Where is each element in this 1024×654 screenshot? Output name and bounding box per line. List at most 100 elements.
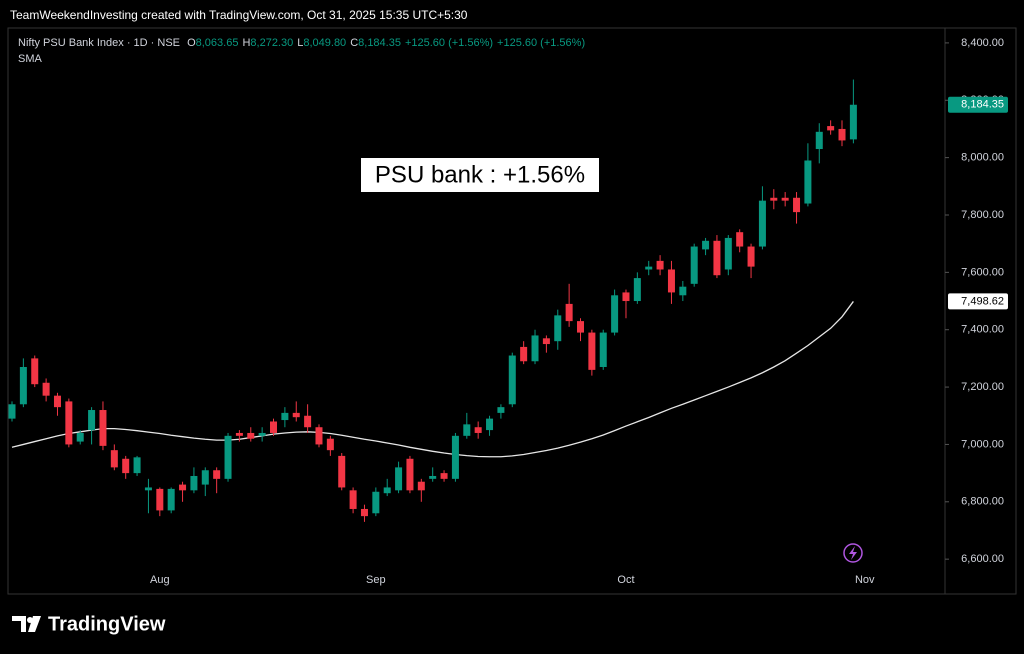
candle-body [110,450,118,468]
candle-body [577,321,584,333]
change: +125.60 (+1.56%) [404,37,494,49]
ohlc-key: C [350,37,359,49]
candle-body [702,240,710,250]
candle-body [122,458,130,474]
y-tick-label: 8,000.00 [961,152,1004,164]
candle-body [804,160,812,204]
candle-body [849,104,857,140]
y-tick-label: 6,800.00 [961,496,1004,508]
candle-body [827,126,835,131]
x-tick-label: Aug [150,574,170,586]
candle-body [304,415,312,428]
candle-body [554,315,562,342]
candle-body [724,237,732,270]
ohlc-value: 8,063.65 [195,37,239,49]
candle-body [451,435,459,479]
x-tick-label: Sep [366,574,386,586]
candle-body [781,197,789,201]
annotation: PSU bank : +1.56% [375,161,585,188]
candle-body [667,269,675,293]
candle-body [349,490,357,509]
candle-body [8,404,16,419]
event-icon-bolt [849,546,857,560]
candle-body [599,332,607,367]
candle-body [463,424,471,436]
candle-body [497,407,505,413]
x-tick-label: Nov [855,574,875,586]
candle-body [270,421,278,433]
y-tick-label: 7,600.00 [961,266,1004,278]
sma-label: SMA [18,53,42,65]
candle-body [383,487,391,494]
candle-body [838,128,846,141]
candle-body [99,410,107,446]
annotation-box [361,158,599,192]
candle-body [31,358,39,385]
candle-body [372,491,380,514]
attribution: TeamWeekendInvesting created with Tradin… [10,8,468,22]
candle-body [770,197,778,201]
candle-body [793,197,801,213]
candle-body [326,438,334,451]
logo-shape [12,616,26,632]
ohlc-item: O8,063.65 [187,37,238,49]
ohlc-item: H8,272.30 [242,37,293,49]
candle-body [292,412,300,418]
candle-body [65,401,73,445]
event-icon[interactable] [843,543,863,563]
x-tick-label: Oct [617,574,634,586]
y-tick-label: 8,400.00 [961,37,1004,49]
candle-body [258,432,266,436]
candle-body [167,488,175,511]
candle-body [213,470,221,479]
ohlc-item: C8,184.35 [350,37,401,49]
brand-name: TradingView [48,613,166,635]
candle-body [406,458,414,491]
candle-body [542,338,550,345]
y-tick-label: 7,200.00 [961,381,1004,393]
candle-body [713,240,721,276]
price-badge [948,96,1008,113]
candle-body [395,467,403,491]
candle-body [53,395,61,408]
candle-body [247,432,255,439]
candle-body [633,278,641,302]
plot-area [8,79,857,522]
ohlc-value: 8,184.35 [358,37,401,49]
candle-body [338,455,346,488]
candle-body [656,260,664,270]
candle-body [144,487,152,491]
candle-body [88,410,96,431]
candle-body [690,246,698,284]
candle-body [429,475,437,479]
candle-body [156,488,164,511]
candle-body [19,366,27,405]
y-tick-label: 7,000.00 [961,438,1004,450]
ohlc-value: 8,049.80 [303,37,347,49]
ohlc-value: 8,272.30 [250,37,294,49]
candle-body [679,286,687,296]
candle-body [360,508,368,517]
price-badge [948,293,1008,310]
candle-body [179,484,187,491]
price-badge-label: 8,184.35 [961,99,1004,111]
logo-shape [28,616,41,632]
ohlc-item: L8,049.80 [297,37,346,49]
change: +125.60 (+1.56%) [497,37,586,49]
candle-body [133,457,141,474]
candle-body [520,346,528,362]
brand-logo [12,616,41,632]
candle-body [201,470,209,485]
sma-line [11,301,854,458]
candle-body [76,432,84,442]
ohlc-key: H [242,37,251,49]
candle-body [645,266,653,270]
candle-body [315,427,323,445]
price-badge-label: 7,498.62 [961,295,1004,307]
candle-body [611,295,619,333]
candle-body [508,355,516,405]
y-tick-label: 6,600.00 [961,553,1004,565]
candle-body [565,303,573,322]
candle-body [588,332,596,370]
